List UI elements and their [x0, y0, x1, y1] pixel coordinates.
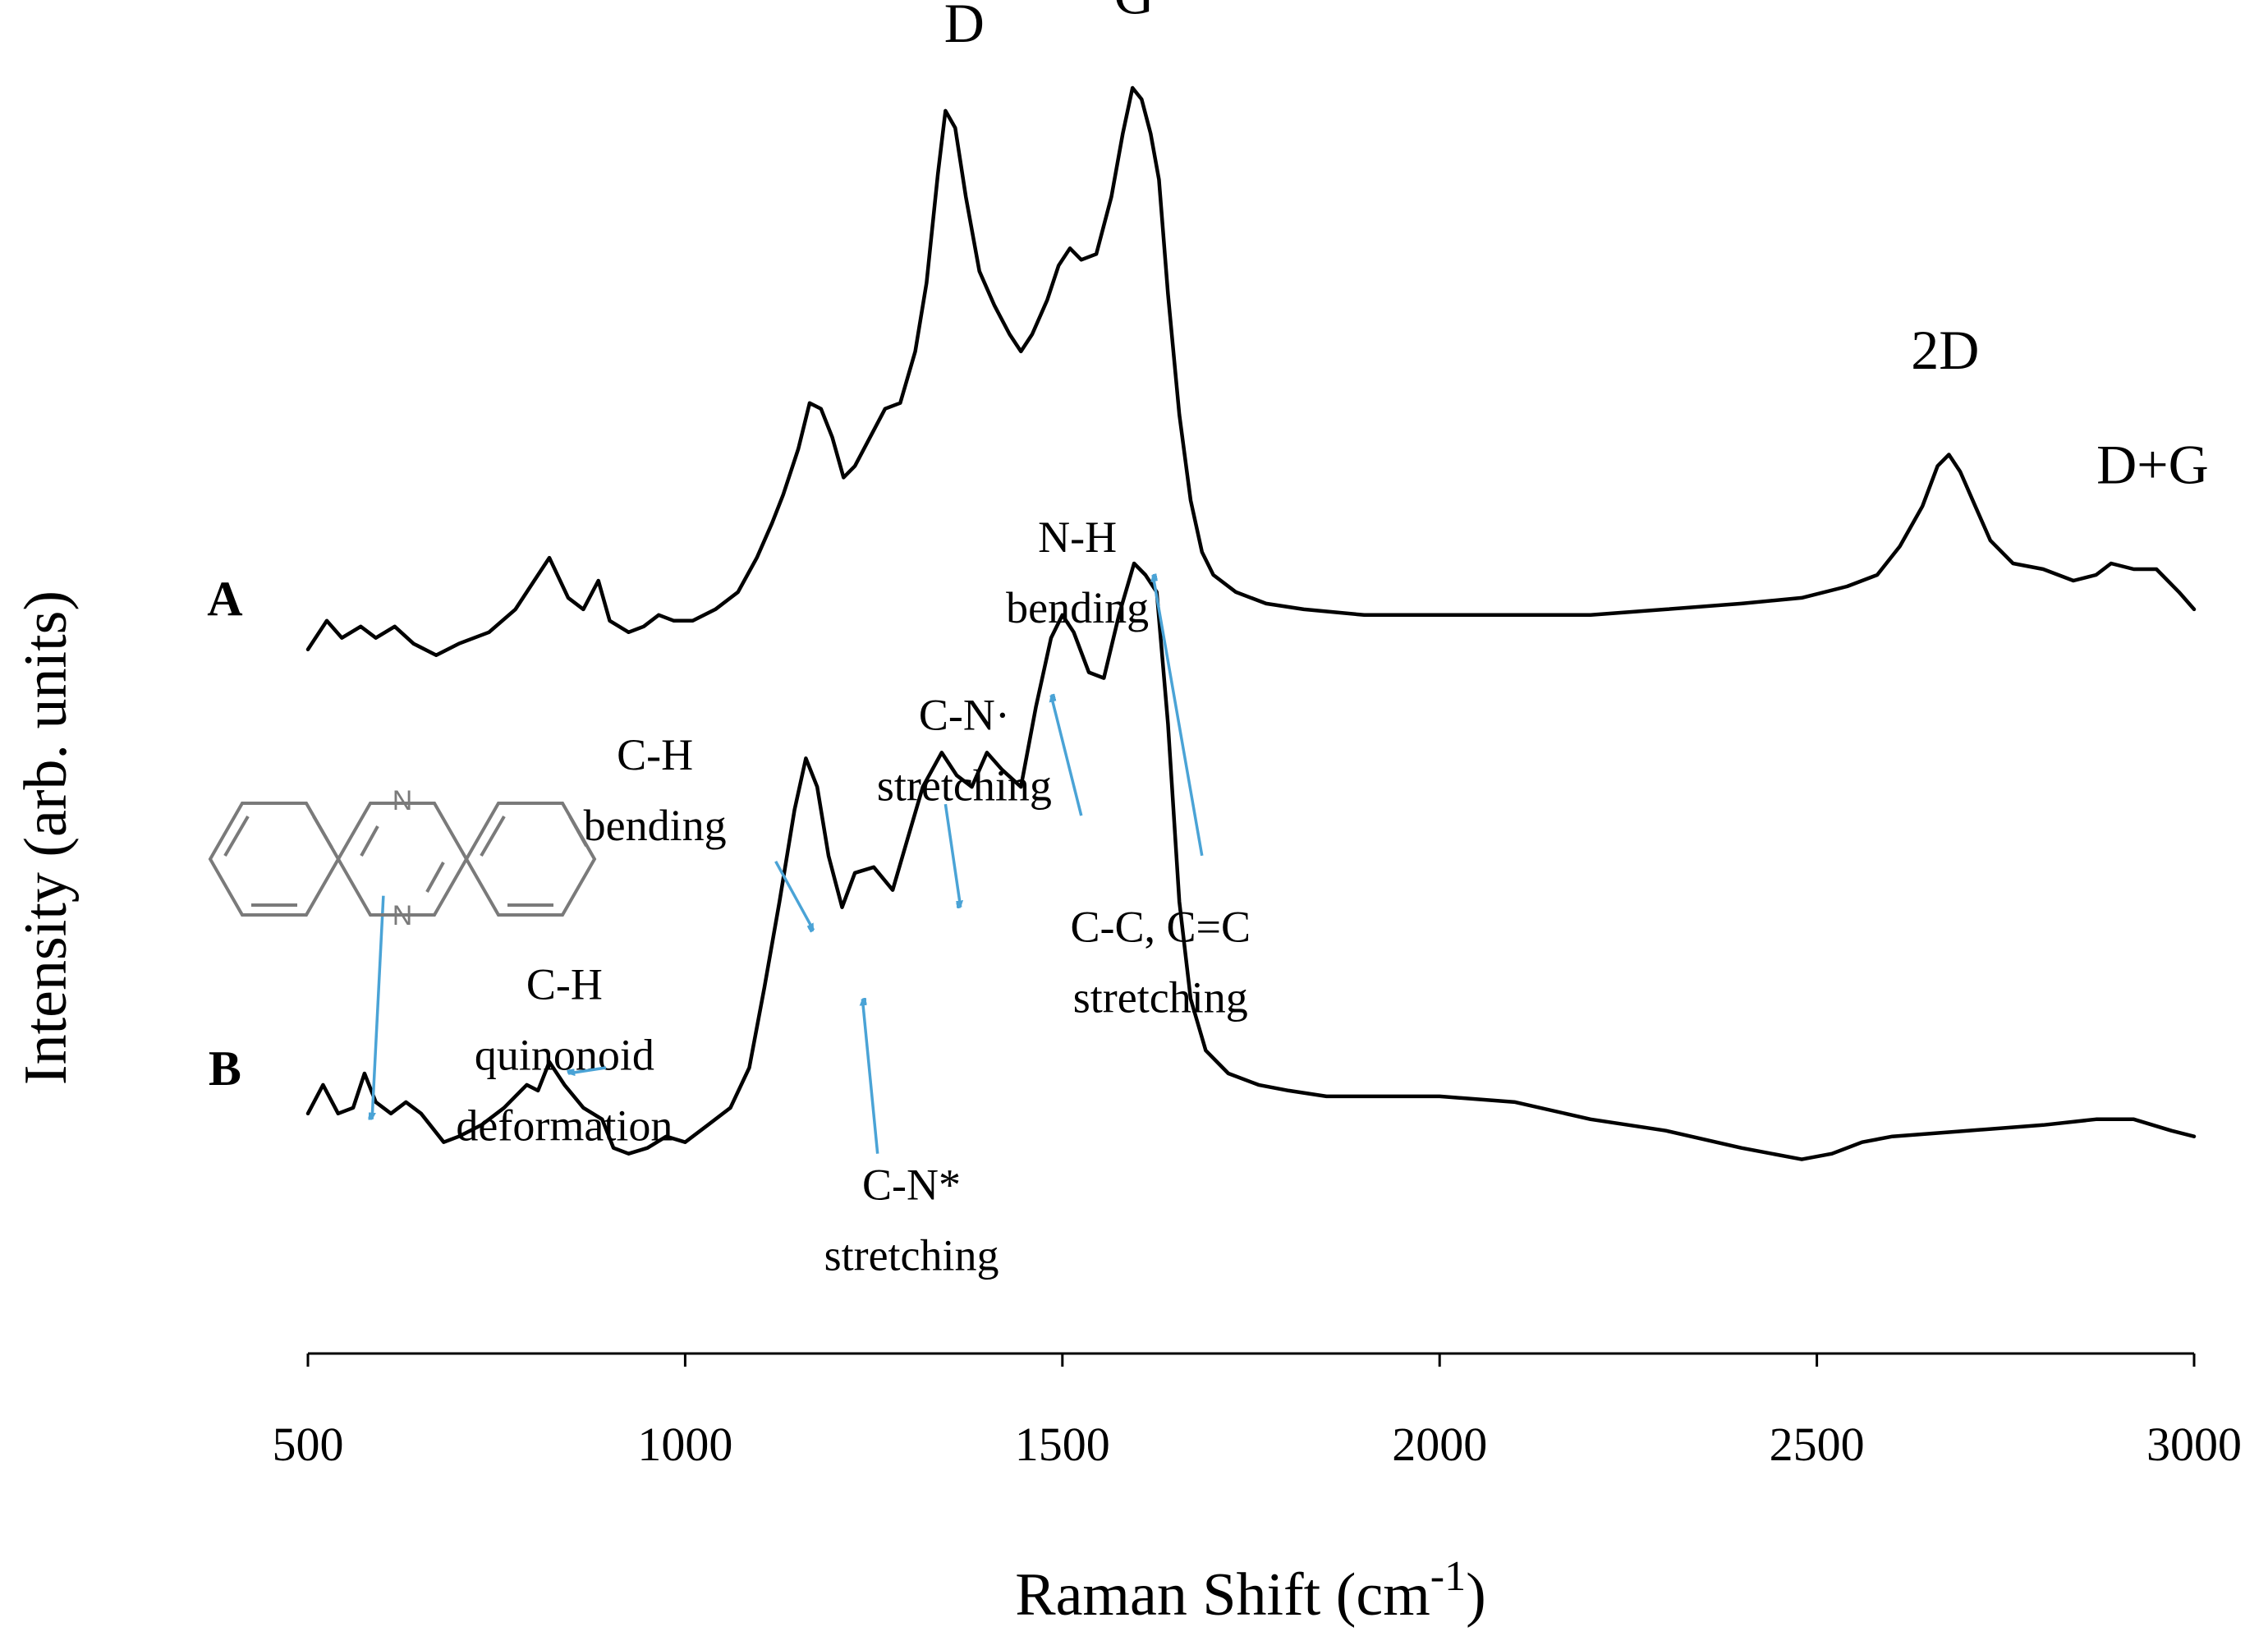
x-axis-title: Raman Shift (cm-1)	[1015, 1553, 1486, 1629]
annotation	[372, 895, 385, 1119]
molecule-bond	[568, 816, 588, 847]
annotation: N-H bending	[1006, 512, 1149, 816]
annotation-text: C-H	[617, 730, 693, 779]
x-axis-ticks: 500 1000 1500 2000 2500 3000	[273, 1354, 2242, 1471]
annotation-text: C-N·	[919, 690, 1010, 739]
annotation-text: bending	[584, 801, 727, 850]
x-tick-label: 2500	[1770, 1418, 1865, 1471]
annotation-text: stretching	[824, 1230, 999, 1280]
annotation: C-H bending	[584, 730, 815, 931]
molecule-nitrogen-bottom: N	[393, 900, 413, 931]
annotation-text: bending	[1006, 583, 1149, 632]
molecule-ring-right	[464, 802, 597, 917]
x-axis-title-suffix: )	[1466, 1561, 1486, 1629]
x-tick-label: 1500	[1015, 1418, 1110, 1471]
peak-label: G	[1114, 0, 1155, 25]
annotation-text: quinonoid	[475, 1030, 654, 1079]
annotation-arrow	[1051, 696, 1083, 816]
annotation-text: stretching	[877, 761, 1052, 810]
spectra	[305, 85, 2197, 1161]
molecule-bond	[223, 815, 250, 857]
annotation-text: C-N*	[862, 1160, 961, 1209]
annotation-arrow	[568, 1066, 607, 1073]
annotation: C-N* stretching	[824, 999, 999, 1280]
molecule-bond	[312, 815, 333, 849]
spectrum-line-b	[305, 561, 2197, 1161]
x-axis: 500 1000 1500 2000 2500 3000	[273, 1352, 2242, 1471]
annotation-text: C-C, C=C	[1070, 903, 1251, 952]
annotation: C-C, C=C stretching	[1070, 575, 1251, 1023]
x-tick-label: 2000	[1392, 1418, 1487, 1471]
molecule-bond	[480, 815, 506, 857]
chart-labels: A B D G 2D D+G	[207, 0, 2208, 1096]
annotation-arrow	[774, 860, 815, 931]
annotation: C-N· stretching	[877, 690, 1052, 907]
molecule-ring-left	[208, 802, 341, 917]
phenazine-molecule-icon: N N	[208, 785, 597, 931]
annotation: C-H quinonoid deformation	[456, 959, 673, 1150]
annotation-arrow	[1153, 575, 1204, 857]
annotation-arrow	[372, 895, 385, 1119]
y-axis-title: Intensity (arb. units)	[12, 591, 80, 1085]
annotation-text: C-H	[526, 959, 603, 1009]
annotation-arrow	[943, 803, 960, 908]
molecule-ring-center	[336, 802, 469, 917]
x-tick-label: 3000	[2146, 1418, 2242, 1471]
peak-label: D	[944, 0, 985, 54]
annotation-text: N-H	[1038, 512, 1117, 562]
x-tick-label: 1000	[637, 1418, 732, 1471]
molecule-nitrogen-top: N	[393, 785, 413, 816]
molecule-bond	[425, 862, 445, 893]
annotation-arrow	[862, 999, 879, 1154]
annotation-text: deformation	[456, 1101, 673, 1150]
x-tick-label: 500	[273, 1418, 344, 1471]
peak-label: 2D	[1911, 319, 1979, 381]
peak-label: D+G	[2096, 433, 2209, 495]
series-label-a: A	[207, 572, 242, 626]
x-axis-title-superscript: -1	[1430, 1553, 1466, 1600]
spectrum-line-a	[305, 85, 2197, 657]
molecule-bond	[360, 825, 379, 857]
x-axis-title-main: Raman Shift (cm	[1015, 1561, 1430, 1629]
series-label-b: B	[209, 1041, 241, 1096]
annotation-text: stretching	[1073, 973, 1248, 1023]
